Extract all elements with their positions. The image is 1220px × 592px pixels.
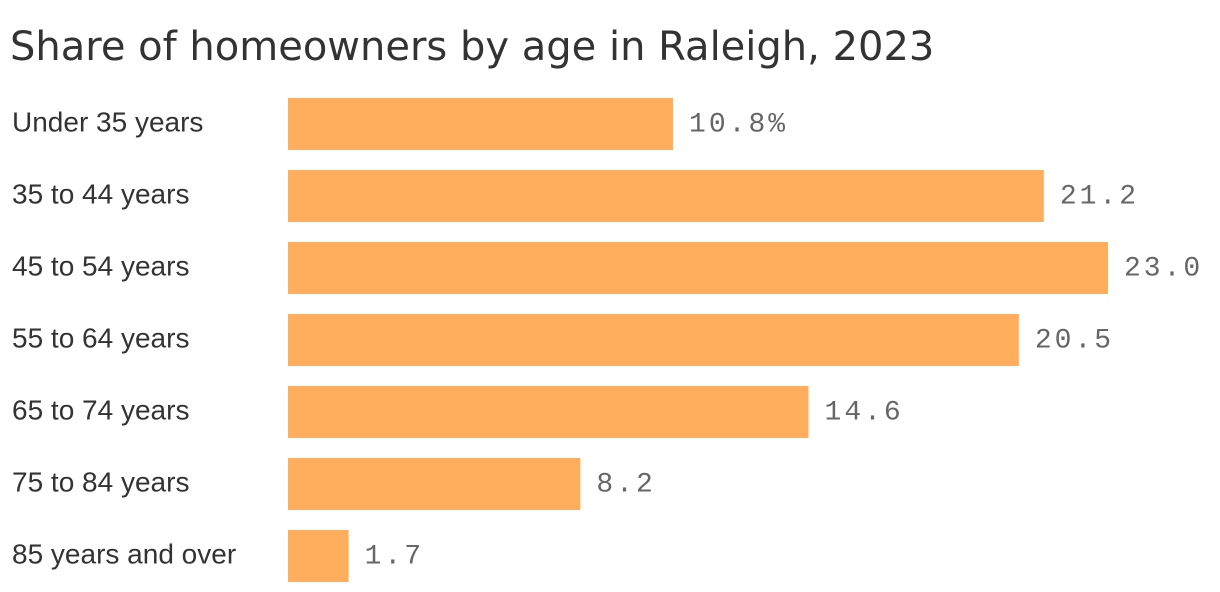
bar xyxy=(288,170,1044,222)
value-label: 14.6 xyxy=(825,397,904,428)
chart-title: Share of homeowners by age in Raleigh, 2… xyxy=(10,24,934,70)
category-label: 85 years and over xyxy=(12,538,236,569)
value-label: 8.2 xyxy=(596,469,655,500)
value-label: 20.5 xyxy=(1035,325,1114,356)
bar xyxy=(288,314,1019,366)
category-label: 35 to 44 years xyxy=(12,178,189,209)
bar xyxy=(288,458,581,510)
category-label: 65 to 74 years xyxy=(12,394,189,425)
bar xyxy=(288,530,349,582)
bar xyxy=(288,98,674,150)
category-label: 75 to 84 years xyxy=(12,466,189,497)
category-label: Under 35 years xyxy=(12,106,203,137)
value-label: 10.8% xyxy=(689,109,788,140)
category-label: 55 to 64 years xyxy=(12,322,189,353)
bar xyxy=(288,242,1108,294)
category-label: 45 to 54 years xyxy=(12,250,189,281)
value-label: 1.7 xyxy=(365,541,424,572)
value-label: 21.2 xyxy=(1060,181,1139,212)
value-label: 23.0 xyxy=(1124,253,1203,284)
bar xyxy=(288,386,809,438)
